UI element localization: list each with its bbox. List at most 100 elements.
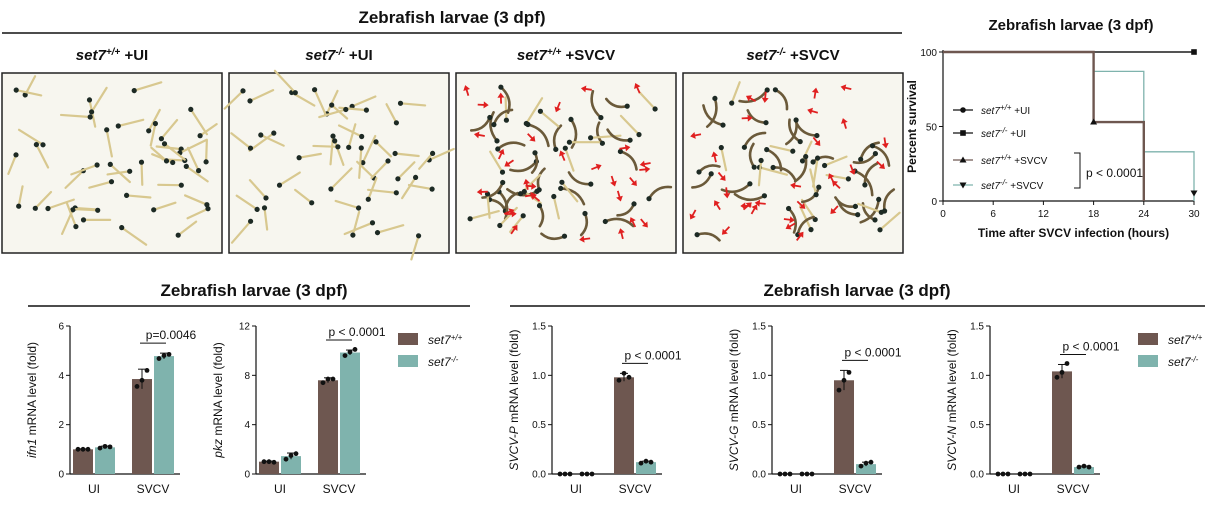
red-arrow [796,200,806,209]
y-tick-label: 50 [926,123,938,134]
larva-body [150,146,168,162]
larva [769,144,796,154]
arrow-head [529,135,536,142]
arrow-head [811,87,819,94]
arrow-head [751,204,758,211]
larva-eye [814,133,820,139]
arrow-head [878,163,885,170]
survival-line-4 [943,51,1195,201]
arrow-head [554,106,561,113]
larva [809,168,819,198]
red-arrow [510,224,518,235]
larva-body [149,122,157,147]
larva-body [385,103,398,124]
larva [360,134,377,166]
bottom-left-header: Zebrafish larvae (3 dpf) [160,281,347,300]
larva-eye [537,108,544,114]
larva-body [263,206,269,231]
red-arrow [831,180,841,189]
data-point [638,460,644,466]
data-point [782,471,788,477]
data-point [1064,361,1070,366]
larva-eye [393,190,399,196]
sig-pvalue: p < 0.0001 [1062,339,1119,353]
larva-eye [799,158,806,164]
larva-body [125,194,152,199]
larva-eye [107,161,113,167]
red-arrow [689,209,697,220]
larva-eye [40,142,46,148]
larva-body [638,91,657,111]
larva-eye [330,133,336,139]
legend-swatch [398,333,418,345]
larva-eye [602,218,608,225]
larva-eye [385,158,391,164]
larva-eye [296,155,302,161]
red-arrow [740,202,752,210]
red-arrow [579,235,591,243]
red-arrow [876,160,885,170]
larva-body [140,161,144,186]
data-point [863,460,869,466]
photo-frame [455,72,677,254]
red-arrow [523,178,531,190]
larva-body [497,190,509,221]
larva-eye [821,162,828,169]
larva [481,179,506,199]
marker-tri-down [959,182,967,189]
larva [566,139,601,145]
data-point [134,384,140,389]
x-tick-label: 12 [1038,209,1050,220]
red-arrow [711,151,719,163]
larva-eye [751,164,757,170]
data-point [342,353,348,358]
larva-eye [467,216,473,222]
x-tick-label: 18 [1088,209,1100,220]
red-arrow [721,226,731,235]
arrow-head [508,208,515,215]
larva [318,106,349,119]
larva-eye [761,193,768,199]
larva [88,86,108,115]
marker-tri-up [959,156,967,163]
red-arrow [629,177,637,187]
larva-eye [491,121,497,128]
larva [858,141,881,162]
x-tick-label: SVCV [137,482,170,496]
larva [748,142,757,170]
larva [770,164,797,182]
bottom-right-header: Zebrafish larvae (3 dpf) [763,281,950,300]
bar-chart-svcvp: 0.0 0.5 1.0 1.5 SVCV-P mRNA level (fold) UI SV… [507,322,682,497]
y-tick-label: 4 [58,371,64,382]
larva [497,206,518,229]
y-tick-label: 1.0 [970,371,984,382]
red-arrow [811,87,819,99]
larva-eye [292,90,298,96]
larva [733,192,768,202]
larva [104,127,113,158]
larva-eye [80,217,87,223]
larva-body [504,96,508,122]
larva-eye [855,212,861,218]
arrow-head [624,144,631,152]
larva-body [720,146,728,172]
arrow-head [745,95,753,102]
y-tick-label: 0 [931,197,937,208]
larva-eye [808,227,814,233]
larva-body [259,133,285,147]
arrow-head [463,85,470,91]
larva-body [793,155,808,183]
larva-eye [536,203,543,209]
red-arrow [741,114,753,122]
larva [258,132,285,147]
data-point [139,377,145,383]
arrow-head [690,132,696,139]
data-point [102,443,108,449]
x-tick-label: UI [88,482,100,496]
larva-body [117,118,145,128]
arrow-head [799,202,806,209]
larva-eye [741,144,748,150]
larva-body [64,169,85,189]
arrow-head [797,231,804,238]
larva-eye [87,114,93,120]
